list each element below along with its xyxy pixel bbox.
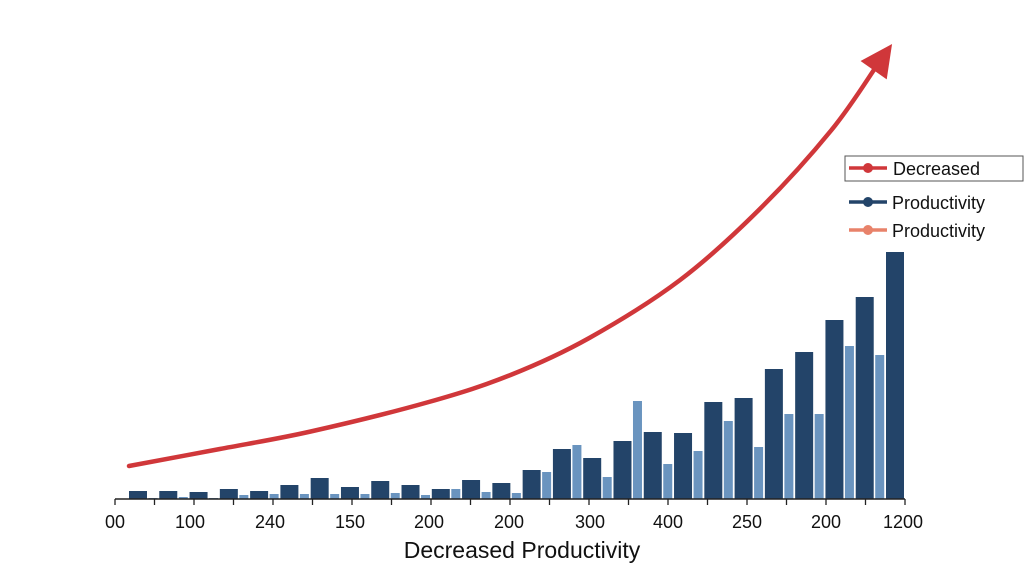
bar-dark [734, 398, 753, 499]
bar-light [269, 494, 279, 499]
bar-dark [189, 492, 208, 499]
legend-item-productivity-light: Productivity [849, 221, 985, 241]
x-tick-label: 250 [732, 512, 762, 532]
bar-dark [613, 441, 632, 499]
bar-light [814, 414, 824, 499]
x-tick-label: 100 [175, 512, 205, 532]
bar-light [239, 495, 249, 499]
bar-dark [310, 478, 329, 499]
legend-item-productivity-dark: Productivity [849, 193, 985, 213]
legend: Decreased Productivity Productivity [844, 155, 1024, 241]
bar-dark [704, 402, 723, 499]
bar-light [754, 447, 764, 499]
legend-marker-icon [863, 197, 873, 207]
x-tick-label: 300 [575, 512, 605, 532]
bar-dark [795, 352, 814, 499]
trend-arrowhead-icon [860, 44, 893, 80]
x-tick-label: 200 [811, 512, 841, 532]
bar-light [299, 494, 309, 499]
bar-light [178, 497, 188, 499]
bar-dark [431, 489, 450, 499]
bar-dark [825, 320, 844, 499]
bar-dark [492, 483, 511, 499]
trend-line [126, 63, 880, 469]
bar-dark [371, 481, 390, 499]
legend-label: Decreased [893, 159, 980, 179]
x-tick-label: 400 [653, 512, 683, 532]
x-axis-title: Decreased Productivity [404, 537, 641, 563]
bar-light [632, 401, 642, 499]
x-tick-label: 200 [494, 512, 524, 532]
bar-dark [159, 491, 178, 499]
x-ticks-group [114, 499, 906, 505]
bar-dark [643, 432, 662, 499]
bar-light [330, 494, 340, 499]
legend-label: Productivity [892, 221, 985, 241]
bar-dark [764, 369, 783, 499]
bar-dark [219, 489, 238, 499]
bar-dark [401, 485, 420, 499]
bar-dark [129, 491, 147, 499]
bar-light [511, 493, 521, 499]
bar-light [451, 489, 461, 499]
bar-light [693, 451, 703, 499]
x-tick-label: 00 [105, 512, 125, 532]
bar-dark [886, 252, 904, 499]
bar-light [784, 414, 794, 499]
x-tick-label: 150 [335, 512, 365, 532]
bar-dark [855, 297, 874, 499]
legend-marker-icon [863, 225, 873, 235]
bar-dark [250, 491, 269, 499]
bar-light [390, 493, 400, 499]
bar-light [572, 445, 582, 499]
legend-item-decreased: Decreased [849, 159, 980, 179]
bar-dark [674, 433, 693, 499]
bar-light [360, 494, 370, 499]
x-tick-label: 200 [414, 512, 444, 532]
bar-light [602, 477, 612, 499]
x-tick-label: 1200 [883, 512, 923, 532]
bar-light [663, 464, 673, 499]
bar-dark [280, 485, 299, 499]
x-tick-label: 240 [255, 512, 285, 532]
bar-light [844, 346, 854, 499]
bars-group [129, 252, 904, 499]
bar-light [481, 492, 491, 499]
legend-label: Productivity [892, 193, 985, 213]
bar-light [875, 355, 885, 499]
bar-light [723, 421, 733, 499]
bar-dark [552, 449, 571, 499]
bar-dark [462, 480, 481, 499]
bar-light [542, 472, 552, 499]
bar-dark [583, 458, 602, 499]
legend-marker-icon [863, 163, 873, 173]
bar-dark [340, 487, 359, 499]
bar-dark [522, 470, 541, 499]
x-tick-labels: 00 100 240 150 200 200 300 400 250 200 1… [105, 512, 923, 532]
bar-light [421, 495, 431, 499]
